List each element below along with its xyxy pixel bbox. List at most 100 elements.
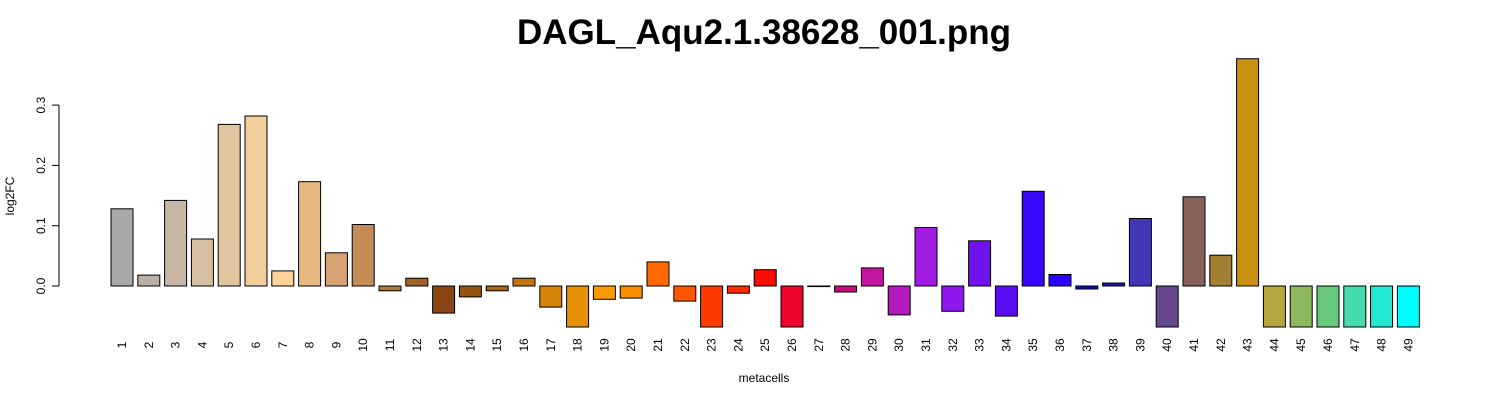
y-axis: 0.0 0.1 0.2 0.3 <box>34 96 60 294</box>
x-tick-label: 21 <box>651 338 665 352</box>
x-tick-label: 48 <box>1375 338 1389 352</box>
x-tick-label: 49 <box>1401 338 1415 352</box>
bars-group <box>110 58 1420 328</box>
x-tick-label: 38 <box>1107 338 1121 352</box>
bar-8 <box>298 181 322 287</box>
bar-14 <box>458 285 482 298</box>
bar-22 <box>673 285 697 302</box>
bar-7 <box>271 270 295 287</box>
bar-39 <box>1128 218 1152 287</box>
x-tick-label: 46 <box>1321 338 1335 352</box>
x-tick-label: 40 <box>1160 338 1174 352</box>
bar-27 <box>807 285 831 288</box>
bar-16 <box>512 277 536 287</box>
y-tick-label: 0.2 <box>34 157 48 174</box>
bar-31 <box>914 227 938 287</box>
y-tick-label: 0.0 <box>34 277 48 294</box>
bar-41 <box>1182 196 1206 287</box>
bar-20 <box>619 285 643 299</box>
x-tick-label: 8 <box>303 341 317 348</box>
bar-10 <box>351 224 375 287</box>
x-tick-label: 27 <box>812 338 826 352</box>
x-tick-label: 35 <box>1026 338 1040 352</box>
x-tick-label: 14 <box>463 338 477 352</box>
bar-43 <box>1236 58 1260 287</box>
bar-44 <box>1262 285 1286 328</box>
bar-36 <box>1048 274 1072 287</box>
bar-30 <box>887 285 911 316</box>
y-axis-label: log2FC <box>3 176 17 215</box>
x-tick-label: 22 <box>678 338 692 352</box>
bar-15 <box>485 285 509 292</box>
bar-37 <box>1075 285 1099 290</box>
bar-11 <box>378 285 402 292</box>
x-tick-label: 16 <box>517 338 531 352</box>
bar-1 <box>110 208 134 287</box>
x-tick-label: 43 <box>1241 338 1255 352</box>
bar-35 <box>1021 190 1045 287</box>
x-axis-label: metacells <box>739 371 790 385</box>
bar-23 <box>700 285 724 328</box>
x-tick-label: 39 <box>1133 338 1147 352</box>
bar-42 <box>1209 254 1233 287</box>
bar-9 <box>324 252 348 287</box>
x-tick-label: 11 <box>383 338 397 351</box>
bar-49 <box>1396 285 1420 328</box>
x-tick-label: 24 <box>731 338 745 352</box>
bar-3 <box>164 199 188 287</box>
x-tick-label: 10 <box>356 338 370 352</box>
x-tick-label: 45 <box>1294 338 1308 352</box>
x-tick-label: 13 <box>437 338 451 352</box>
x-tick-label: 31 <box>919 338 933 352</box>
bar-48 <box>1370 285 1394 328</box>
bar-40 <box>1155 285 1179 328</box>
x-tick-label: 18 <box>571 338 585 352</box>
bar-33 <box>968 240 992 287</box>
bar-24 <box>726 285 750 294</box>
x-tick-label: 25 <box>758 338 772 352</box>
bar-46 <box>1316 285 1340 328</box>
x-tick-label: 26 <box>785 338 799 352</box>
bar-6 <box>244 115 268 287</box>
bar-26 <box>780 285 804 328</box>
x-tick-label: 6 <box>249 341 263 348</box>
x-tick-label: 47 <box>1348 338 1362 352</box>
y-tick-label: 0.1 <box>34 217 48 234</box>
chart-title: DAGL_Aqu2.1.38628_001.png <box>517 13 1011 52</box>
x-tick-label: 29 <box>865 338 879 352</box>
x-tick-label: 37 <box>1080 338 1094 352</box>
x-tick-label: 33 <box>973 338 987 352</box>
x-tick-label: 3 <box>169 341 183 348</box>
x-tick-label: 28 <box>839 338 853 352</box>
x-tick-label: 44 <box>1267 338 1281 352</box>
bar-12 <box>405 277 429 287</box>
x-tick-label: 15 <box>490 338 504 352</box>
y-tick-label: 0.3 <box>34 96 48 113</box>
bar-29 <box>860 267 884 287</box>
x-tick-label: 4 <box>195 341 209 348</box>
bar-32 <box>941 285 965 312</box>
x-tick-label: 5 <box>222 341 236 348</box>
x-tick-label: 41 <box>1187 338 1201 352</box>
bar-21 <box>646 261 670 287</box>
bar-2 <box>137 274 161 287</box>
bar-19 <box>592 285 616 300</box>
x-tick-label: 12 <box>410 338 424 352</box>
bar-45 <box>1289 285 1313 328</box>
bar-4 <box>190 238 214 287</box>
x-tick-label: 30 <box>892 338 906 352</box>
x-tick-label: 23 <box>705 338 719 352</box>
bar-38 <box>1102 282 1126 287</box>
x-tick-label: 17 <box>544 338 558 352</box>
x-tick-label: 2 <box>142 341 156 348</box>
bar-17 <box>539 285 563 308</box>
x-tick-label: 7 <box>276 341 290 348</box>
x-tick-label: 9 <box>329 341 343 348</box>
bar-13 <box>432 285 456 314</box>
x-tick-labels: 1 2 3 4 5 6 7 8 9 10 11 12 13 14 15 16 17 18 19 20 21 22 23 24 2… <box>115 338 1415 352</box>
bar-25 <box>753 269 777 287</box>
x-tick-label: 34 <box>999 338 1013 352</box>
x-tick-label: 42 <box>1214 338 1228 352</box>
x-tick-label: 32 <box>946 338 960 352</box>
